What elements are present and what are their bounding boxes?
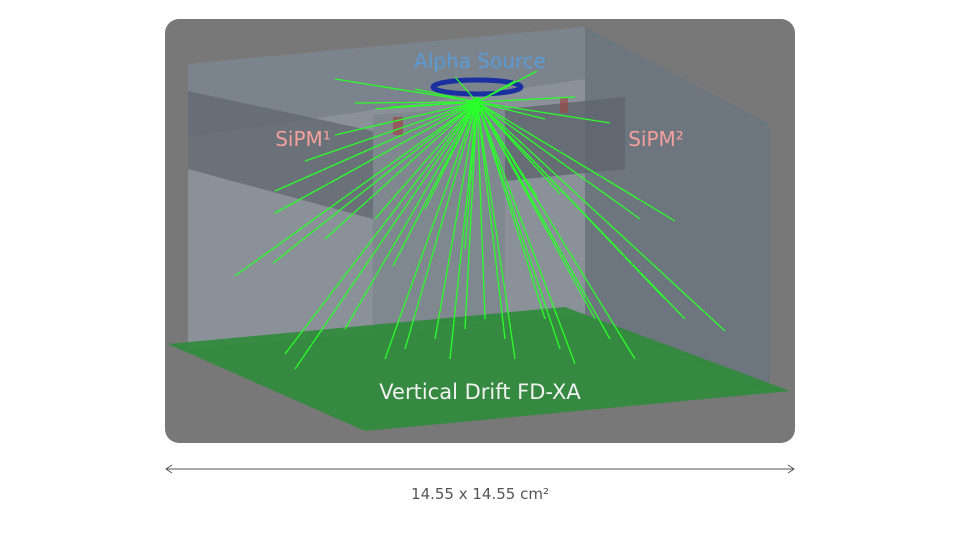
alpha-track bbox=[274, 101, 478, 192]
alpha-track bbox=[476, 101, 611, 340]
alpha-track bbox=[324, 101, 478, 240]
alpha-track bbox=[374, 101, 478, 220]
source-point bbox=[472, 97, 482, 107]
alpha-track bbox=[434, 101, 478, 340]
alpha-track bbox=[476, 101, 546, 320]
alpha-track bbox=[334, 78, 478, 103]
alpha-track bbox=[476, 101, 676, 222]
detector-label: Vertical Drift FD-XA bbox=[379, 380, 581, 404]
alpha-track bbox=[476, 101, 561, 350]
sipm-right-pad bbox=[560, 97, 568, 113]
alpha-track bbox=[234, 101, 478, 277]
sipm-right-label: SiPM² bbox=[628, 127, 684, 151]
alpha-track bbox=[476, 101, 726, 332]
alpha-track bbox=[284, 101, 478, 355]
alpha-track bbox=[354, 101, 478, 104]
alpha-track bbox=[274, 101, 478, 214]
alpha-track bbox=[454, 76, 478, 103]
alpha-source-label: Alpha Source bbox=[414, 49, 546, 73]
alpha-track bbox=[476, 101, 538, 198]
dimension-label: 14.55 x 14.55 cm² bbox=[411, 485, 549, 503]
alpha-track bbox=[344, 101, 478, 330]
alpha-track bbox=[334, 101, 478, 136]
alpha-track bbox=[464, 101, 478, 330]
alpha-track bbox=[384, 101, 478, 360]
top-band bbox=[188, 27, 585, 137]
alpha-track bbox=[476, 101, 686, 320]
sipm-left-label: SiPM¹ bbox=[275, 127, 331, 151]
detector-scene: Alpha Source SiPM¹ SiPM² Vertical Drift … bbox=[165, 19, 795, 443]
alpha-track bbox=[414, 88, 478, 103]
alpha-track bbox=[476, 70, 538, 103]
left-arm bbox=[188, 91, 373, 219]
alpha-track bbox=[404, 101, 478, 350]
dimension-arrow bbox=[165, 464, 795, 474]
alpha-track bbox=[476, 101, 506, 340]
right-arm bbox=[505, 97, 625, 181]
alpha-track bbox=[476, 101, 486, 320]
alpha-track bbox=[294, 101, 478, 370]
alpha-track bbox=[476, 101, 641, 220]
alpha-track bbox=[389, 101, 478, 108]
alpha-track bbox=[272, 101, 478, 264]
alpha-track bbox=[476, 101, 546, 120]
alpha-track bbox=[476, 101, 576, 365]
alpha-track bbox=[476, 101, 516, 360]
detector-plane bbox=[168, 307, 790, 431]
alpha-tracks bbox=[234, 70, 726, 370]
alpha-track bbox=[476, 96, 576, 103]
source-ring bbox=[430, 77, 524, 97]
width-dimension bbox=[160, 458, 800, 482]
alpha-track bbox=[449, 101, 478, 360]
alpha-track bbox=[392, 101, 478, 267]
detector-geometry bbox=[168, 27, 790, 431]
right-wall bbox=[585, 27, 770, 391]
alpha-track bbox=[476, 101, 611, 124]
alpha-track bbox=[304, 101, 478, 162]
sipm-left-pad bbox=[393, 117, 403, 135]
alpha-track bbox=[476, 101, 561, 195]
